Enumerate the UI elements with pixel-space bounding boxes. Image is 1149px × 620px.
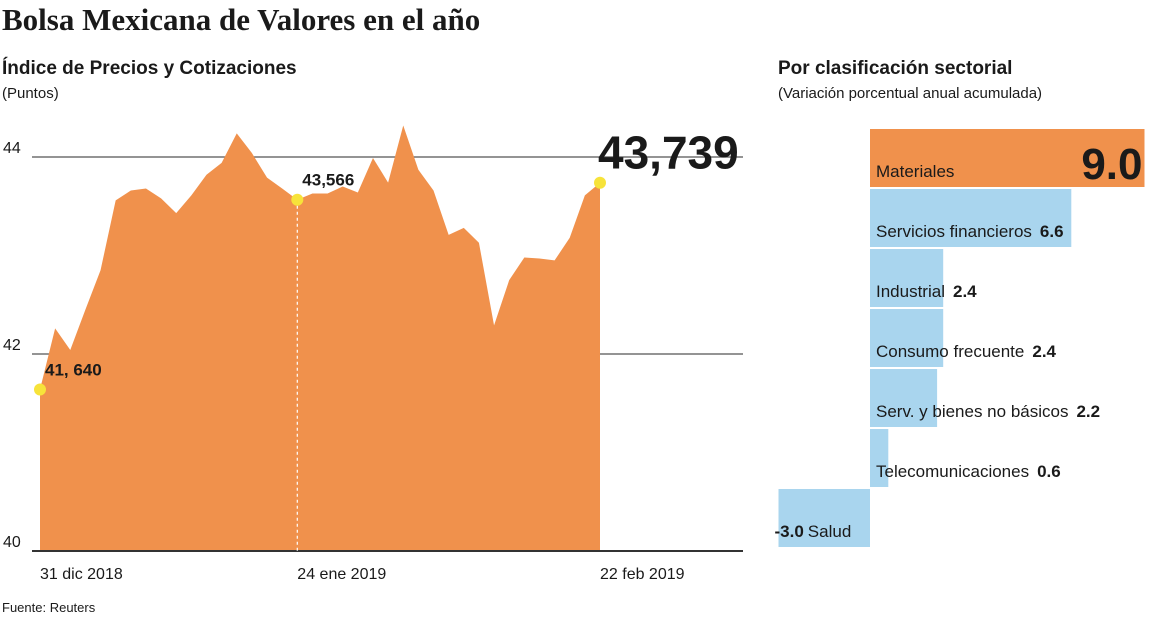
value-label: 2.4 [1032, 342, 1056, 361]
point [34, 383, 46, 396]
bar [870, 129, 1145, 187]
x-tick-label: 31 dic 2018 [40, 566, 123, 583]
category-label: Industrial [876, 282, 945, 301]
category-label: Salud [808, 522, 851, 541]
bar [778, 489, 870, 547]
chart-title: Índice de Precios y Cotizaciones [2, 57, 297, 79]
category-label: Materiales [876, 162, 954, 181]
chart-subtitle: (Puntos) [2, 85, 59, 102]
value-label: 9.0 [1081, 140, 1142, 189]
value-label: 0.6 [1037, 462, 1061, 481]
category-label: Serv. y bienes no básicos [876, 402, 1068, 421]
category-label: Consumo frecuente [876, 342, 1024, 361]
point [291, 193, 304, 206]
area [40, 125, 600, 551]
value-label: 43,566 [302, 171, 354, 190]
chart-subtitle: (Variación porcentual anual acumulada) [778, 85, 1042, 102]
bar [870, 189, 1072, 247]
bar [870, 249, 944, 307]
value-label: 41, 640 [45, 360, 102, 379]
source: Fuente: Reuters [2, 600, 96, 615]
y-tick-label: 40 [3, 534, 21, 551]
bar [870, 309, 944, 367]
value-label: 43,739 [598, 127, 739, 179]
point [594, 176, 606, 189]
category-label: Servicios financieros [876, 222, 1032, 241]
category-label: Telecomunicaciones [876, 462, 1029, 481]
bar [870, 429, 889, 487]
bar [870, 369, 938, 427]
x-tick-label: 22 feb 2019 [600, 566, 685, 583]
y-tick-label: 42 [3, 337, 21, 354]
chart-title: Por clasificación sectorial [778, 58, 1012, 79]
value-label: 6.6 [1040, 222, 1064, 241]
value-label: 2.4 [953, 282, 977, 301]
y-tick-label: 44 [3, 140, 21, 157]
value-label: 2.2 [1076, 402, 1100, 421]
title: Bolsa Mexicana de Valores en el año [2, 2, 480, 37]
value-label: -3.0 [775, 522, 804, 541]
x-tick-label: 24 ene 2019 [297, 566, 386, 583]
